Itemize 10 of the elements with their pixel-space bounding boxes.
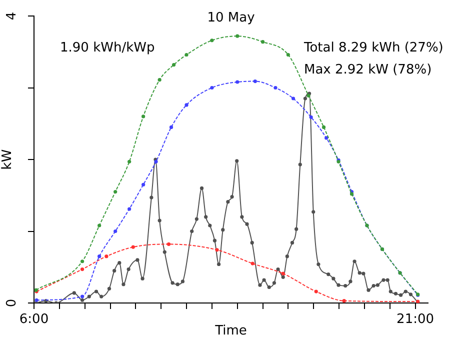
annotation: Max 2.92 kW (78%) xyxy=(304,62,432,78)
chart-title: 10 May xyxy=(207,10,256,26)
y-tick-label: 0 xyxy=(4,298,20,308)
y-axis-title: kW xyxy=(0,149,16,170)
annotation: 1.90 kWh/kWp xyxy=(60,40,155,56)
x-tick-label: 6:00 xyxy=(19,312,49,328)
x-tick-label: 21:00 xyxy=(396,312,434,328)
annotation: Total 8.29 kWh (27%) xyxy=(303,40,444,56)
y-tick-label: 4 xyxy=(4,12,20,20)
x-axis-title: Time xyxy=(214,324,247,339)
